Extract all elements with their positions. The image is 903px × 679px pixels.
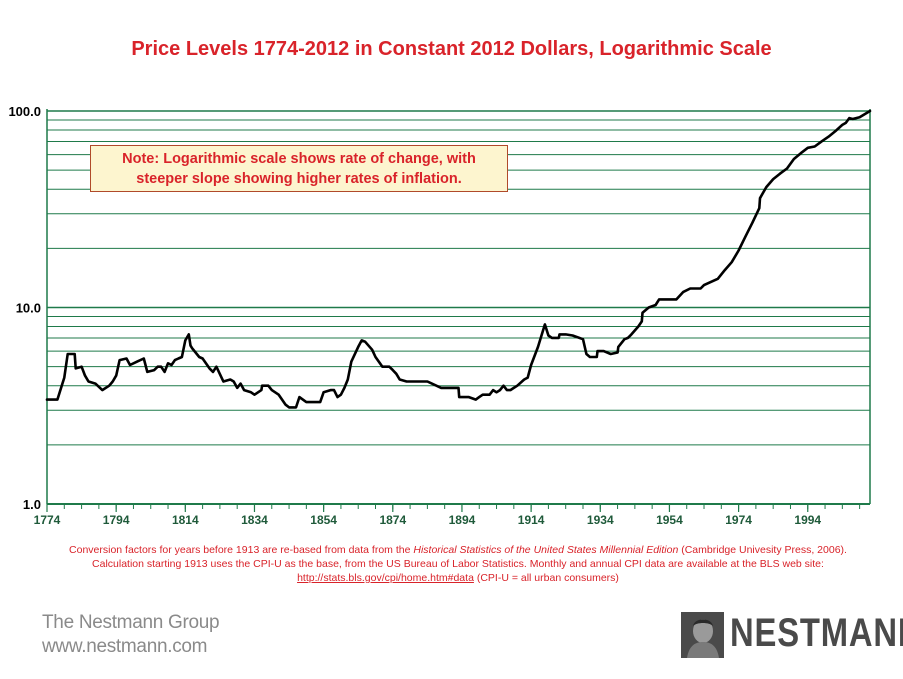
company-website: www.nestmann.com	[42, 636, 208, 657]
x-tick-label: 1994	[794, 513, 821, 527]
nestmann-logo-text: NESTMANN	[730, 611, 903, 655]
x-tick-label: 1934	[587, 513, 614, 527]
source-footnote: Conversion factors for years before 1913…	[48, 543, 868, 585]
chart-note-box: Note: Logarithmic scale shows rate of ch…	[90, 145, 508, 192]
note-line-1: Note: Logarithmic scale shows rate of ch…	[122, 151, 476, 167]
x-tick-label: 1874	[379, 513, 406, 527]
y-tick-label: 10.0	[16, 301, 41, 316]
x-tick-label: 1894	[449, 513, 476, 527]
bls-link[interactable]: http://stats.bls.gov/cpi/home.htm#data	[297, 572, 474, 584]
footnote-text-3: (CPI-U = all urban consumers)	[473, 572, 619, 584]
x-tick-label: 1974	[725, 513, 752, 527]
portrait-logo-icon	[681, 612, 724, 658]
footnote-text-2: (Cambridge Univesity Press, 2006). Calcu…	[92, 544, 847, 570]
x-tick-label: 1834	[241, 513, 268, 527]
company-name: The Nestmann Group	[42, 612, 220, 633]
y-tick-label: 100.0	[8, 104, 41, 119]
x-tick-label: 1794	[103, 513, 130, 527]
chart-title: Price Levels 1774-2012 in Constant 2012 …	[131, 38, 772, 60]
x-tick-label: 1914	[518, 513, 545, 527]
y-tick-label: 1.0	[23, 497, 41, 512]
x-tick-label: 1854	[310, 513, 337, 527]
x-tick-label: 1814	[172, 513, 199, 527]
note-line-2: steeper slope showing higher rates of in…	[136, 171, 462, 187]
x-tick-label: 1954	[656, 513, 683, 527]
x-tick-label: 1774	[34, 513, 61, 527]
footnote-source-title: Historical Statistics of the United Stat…	[413, 544, 679, 556]
price-level-series-line	[45, 109, 872, 409]
footnote-text-1: Conversion factors for years before 1913…	[69, 544, 414, 556]
